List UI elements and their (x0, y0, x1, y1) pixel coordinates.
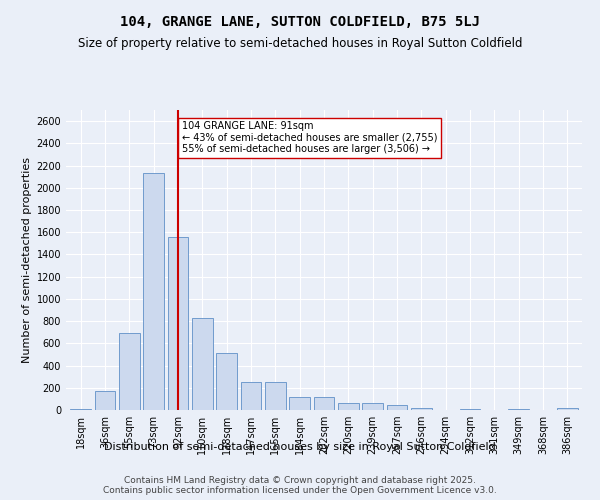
Bar (216, 354, 237, 410)
Bar (192, 318, 212, 410)
Y-axis label: Number of semi-detached properties: Number of semi-detached properties (22, 157, 32, 363)
Text: Contains HM Land Registry data © Crown copyright and database right 2025.
Contai: Contains HM Land Registry data © Crown c… (103, 476, 497, 495)
Bar (508, 409, 529, 410)
Bar (167, 236, 188, 410)
Bar (119, 333, 140, 410)
Bar (338, 403, 359, 410)
Bar (557, 408, 578, 410)
Bar (411, 408, 432, 410)
Bar (362, 403, 383, 410)
Text: 104 GRANGE LANE: 91sqm
← 43% of semi-detached houses are smaller (2,755)
55% of : 104 GRANGE LANE: 91sqm ← 43% of semi-det… (182, 121, 437, 154)
Text: 104, GRANGE LANE, SUTTON COLDFIELD, B75 5LJ: 104, GRANGE LANE, SUTTON COLDFIELD, B75 … (120, 15, 480, 29)
Text: Distribution of semi-detached houses by size in Royal Sutton Coldfield: Distribution of semi-detached houses by … (104, 442, 496, 452)
Bar (70, 409, 91, 410)
Text: Size of property relative to semi-detached houses in Royal Sutton Coldfield: Size of property relative to semi-detach… (78, 38, 522, 51)
Bar (95, 391, 115, 410)
Bar (314, 396, 334, 410)
Bar (143, 174, 164, 410)
Bar (241, 382, 262, 410)
Bar (460, 409, 481, 410)
Bar (289, 396, 310, 410)
Bar (386, 405, 407, 410)
Bar (265, 382, 286, 410)
